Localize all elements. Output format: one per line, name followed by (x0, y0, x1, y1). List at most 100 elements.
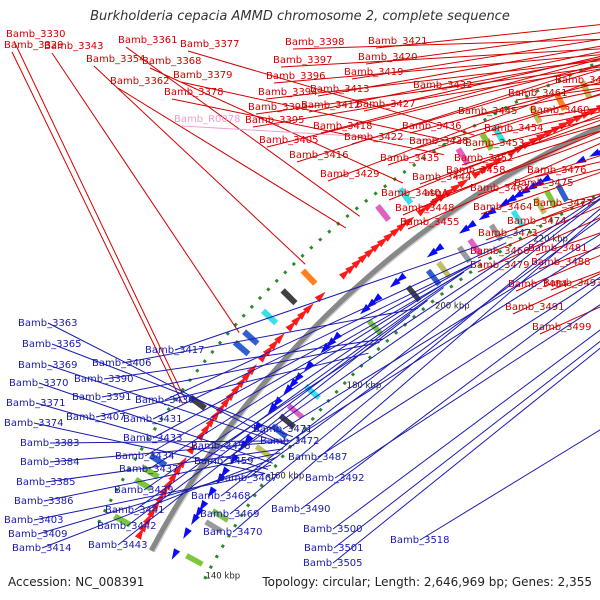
feature-block (455, 147, 471, 166)
reverse-gene-arrow (478, 211, 490, 221)
forward-gene-arrow (142, 513, 152, 526)
forward-gene-arrow (186, 443, 197, 455)
gene-label-top: Bamb_3460 (530, 105, 590, 116)
gene-label-top: Bamb_3416 (289, 150, 349, 161)
label-leader-line (419, 119, 600, 185)
label-leader-line (333, 340, 600, 549)
reverse-gene-arrow (371, 293, 383, 304)
forward-gene-arrow (220, 396, 231, 408)
forward-gene-arrow (450, 183, 463, 193)
reverse-gene-arrow (229, 453, 240, 465)
gene-label-bottom: Bamb_3518 (390, 535, 450, 546)
label-leader-line (477, 155, 600, 196)
label-leader-line (47, 364, 287, 446)
gene-label-top: Bamb_3462 (555, 75, 600, 86)
forward-gene-arrow (383, 231, 395, 242)
forward-gene-arrow (573, 114, 586, 123)
gene-label-top: Bamb_3361 (118, 35, 178, 46)
forward-gene-arrow (370, 242, 382, 253)
forward-gene-arrow (345, 263, 357, 275)
label-leader-line (143, 273, 463, 491)
gene-label-top: Bamb_3491 (505, 302, 565, 313)
label-leader-line (33, 422, 266, 474)
label-leader-line (514, 199, 600, 229)
label-leader-line (126, 299, 428, 527)
reverse-gene-arrow (199, 499, 209, 512)
label-leader-line (232, 213, 600, 533)
forward-gene-arrow (164, 477, 174, 490)
reverse-gene-arrow (273, 396, 283, 408)
forward-gene-arrow (285, 321, 297, 332)
label-leader-line (35, 402, 269, 470)
label-leader-line (477, 205, 600, 259)
gene-label-bottom: Bamb_3433 (123, 433, 183, 444)
gene-label-top: Bamb_3454 (484, 123, 544, 134)
gene-label-bottom: Bamb_3437 (119, 464, 179, 475)
gene-label-bottom: Bamb_3370 (9, 378, 69, 389)
forward-gene-arrow (423, 202, 435, 212)
gene-label-top: Bamb_3477 (533, 198, 593, 209)
reverse-gene-arrow (304, 360, 315, 371)
label-leader-line (387, 93, 600, 166)
feature-block (491, 125, 506, 144)
label-leader-line (164, 242, 507, 401)
gene-label-top: Bamb_3435 (380, 153, 440, 164)
forward-gene-arrow (147, 506, 156, 518)
label-leader-line (320, 58, 600, 134)
gene-label-bottom: Bamb_3501 (304, 543, 364, 554)
gene-label-bottom: Bamb_3434 (115, 451, 175, 462)
forward-gene-arrow (364, 247, 376, 258)
gene-label-bottom: Bamb_3374 (4, 418, 64, 429)
feature-block (375, 204, 391, 222)
feature-block (232, 340, 251, 357)
gene-label-bottom: Bamb_3371 (6, 398, 66, 409)
forward-gene-arrow (416, 206, 428, 217)
forward-gene-arrow (205, 416, 216, 428)
gene-label-top: Bamb_3464 (473, 202, 533, 213)
gene-label-bottom: Bamb_3363 (18, 318, 78, 329)
gene-label-bottom: Bamb_3384 (20, 457, 80, 468)
label-leader-line (266, 64, 600, 148)
label-leader-line (465, 89, 600, 119)
label-leader-line (220, 194, 600, 447)
gene-label-top: Bamb_3444 (412, 172, 472, 183)
gene-label-top: Bamb_3440 (381, 188, 441, 199)
gene-label-bottom: Bamb_3430 (135, 395, 195, 406)
forward-gene-arrow (357, 252, 369, 264)
feature-block (204, 519, 223, 534)
feature-block (510, 209, 525, 228)
gene-label-bottom: Bamb_3403 (4, 515, 64, 526)
gene-label-top: Bamb_3329 (4, 40, 64, 51)
feature-block (425, 268, 442, 287)
feature-block (436, 260, 452, 279)
feature-block (479, 132, 494, 151)
label-leader-line (223, 197, 600, 462)
gene-label-bottom: Bamb_3467 (218, 473, 278, 484)
gene-label-bottom: Bamb_3391 (72, 392, 132, 403)
feature-block (278, 413, 296, 430)
gene-label-top: Bamb_3419 (344, 67, 404, 78)
gene-label-bottom: Bamb_3443 (88, 540, 148, 551)
label-leader-line (220, 198, 600, 497)
gene-label-top: Bamb_3445 (458, 106, 518, 117)
gene-label-top: Bamb_3422 (344, 132, 404, 143)
label-leader-line (180, 81, 462, 144)
gene-label-top: Bamb_3398 (285, 37, 345, 48)
reverse-gene-arrow (539, 174, 552, 183)
gene-label-top: Bamb_3476 (527, 165, 587, 176)
label-leader-line (491, 111, 600, 136)
gc-content-ring (97, 60, 600, 524)
gene-label-top: Bamb_3473 (478, 228, 538, 239)
label-leader-line (51, 52, 240, 333)
reverse-gene-arrow (183, 527, 192, 539)
gene-label-top: Bamb_3377 (180, 39, 240, 50)
feature-block (185, 553, 204, 567)
gene-label-top: Bamb_3368 (142, 56, 202, 67)
forward-gene-arrow (457, 178, 470, 188)
label-leader-line (332, 347, 600, 564)
label-leader-line (480, 171, 600, 215)
feature-block (533, 196, 547, 215)
forward-gene-arrow (471, 169, 484, 179)
label-leader-line (363, 56, 600, 112)
gene-label-top: Bamb_3455 (400, 217, 460, 228)
